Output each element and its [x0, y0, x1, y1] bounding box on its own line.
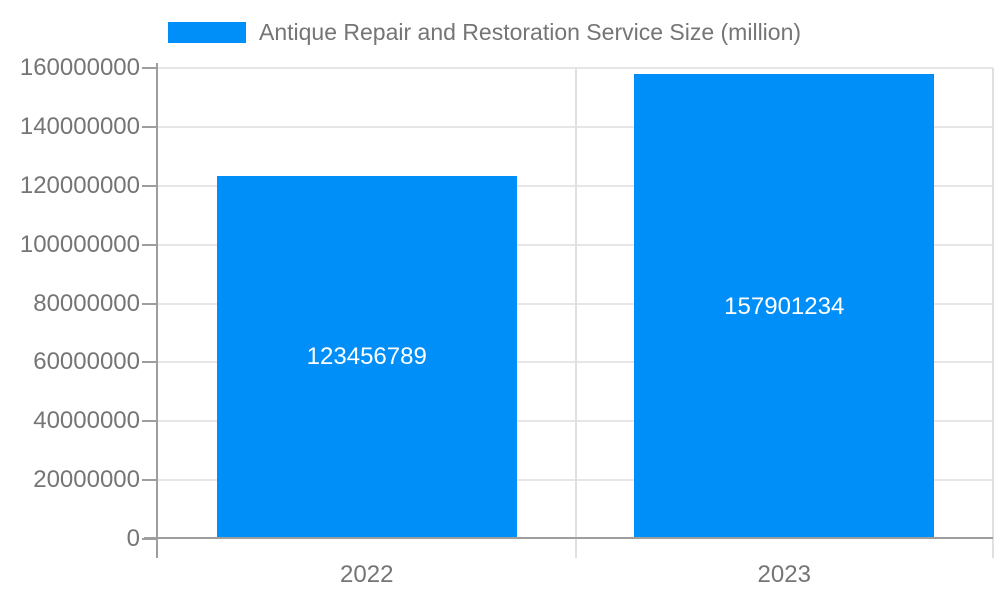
y-tick-label: 20000000 — [33, 466, 140, 494]
chart-title: Antique Repair and Restoration Service S… — [259, 19, 802, 45]
x-axis-line — [144, 537, 993, 539]
y-tick-mark — [142, 479, 158, 482]
category-boundary-line — [574, 68, 577, 558]
bar-2022: 123456789 — [216, 175, 517, 539]
y-axis-line — [156, 63, 158, 558]
y-tick-mark — [142, 361, 158, 364]
y-tick-label: 120000000 — [19, 171, 140, 199]
category-boundary-line — [992, 68, 994, 558]
y-tick-label: 80000000 — [33, 289, 140, 317]
y-tick-label: 100000000 — [19, 230, 140, 258]
chart-legend: Antique Repair and Restoration Service S… — [168, 17, 801, 48]
y-tick-mark — [142, 184, 158, 187]
bar-value-label: 123456789 — [306, 343, 427, 371]
bar-value-label: 157901234 — [724, 292, 845, 320]
y-tick-mark — [142, 302, 158, 305]
x-tick-label: 2022 — [340, 561, 394, 588]
x-tick-label: 2023 — [757, 561, 811, 588]
y-tick-label: 40000000 — [33, 407, 140, 435]
bar-2023: 157901234 — [634, 74, 935, 539]
y-tick-mark — [142, 538, 158, 540]
legend-color-swatch — [168, 22, 246, 43]
y-tick-mark — [142, 243, 158, 246]
y-tick-mark — [142, 420, 158, 423]
y-tick-mark — [142, 67, 158, 69]
y-tick-label: 140000000 — [19, 112, 140, 140]
y-tick-mark — [142, 125, 158, 128]
plot-area: 123456789 157901234 0 20000000 40000000 6000… — [20, 54, 994, 588]
y-tick-label: 0 — [126, 525, 140, 552]
y-tick-label: 160000000 — [19, 54, 140, 81]
y-tick-label: 60000000 — [33, 348, 140, 376]
